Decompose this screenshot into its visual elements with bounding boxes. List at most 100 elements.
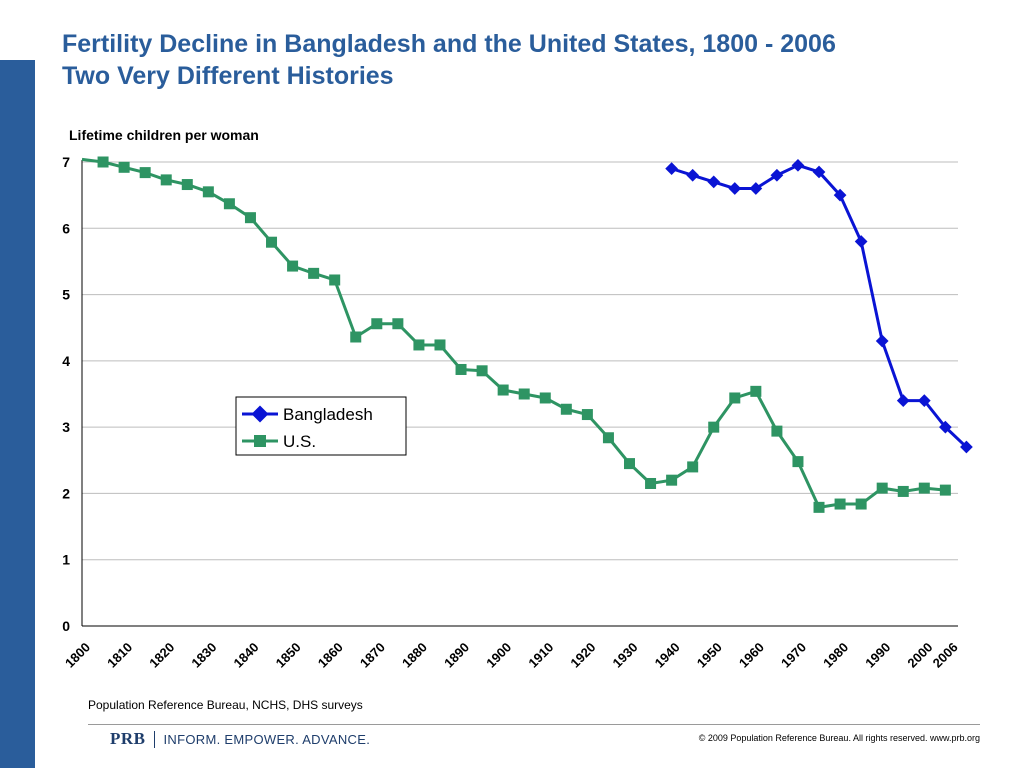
y-tick-label-5: 5 (62, 287, 70, 303)
point-u-s-1890 (455, 363, 467, 375)
x-tick-label-1900: 1900 (483, 640, 514, 671)
point-u-s-1895 (476, 365, 488, 377)
point-u-s-1860 (329, 274, 341, 286)
title-line-2: Two Very Different Histories (62, 62, 394, 90)
x-tick-label-1920: 1920 (567, 640, 598, 671)
x-tick-label-1870: 1870 (357, 640, 388, 671)
point-u-s-1885 (434, 339, 446, 351)
point-bangladesh-1985 (854, 235, 868, 248)
x-tick-label-2006: 2006 (930, 640, 961, 671)
x-tick-label-2000: 2000 (904, 640, 935, 671)
accent-side-bar (0, 60, 35, 768)
source-note: Population Reference Bureau, NCHS, DHS s… (88, 698, 363, 712)
point-u-s-1905 (518, 388, 530, 400)
point-u-s-1845 (266, 236, 278, 248)
chart-series (81, 156, 973, 513)
series-bangladesh (665, 158, 973, 454)
y-tick-label-2: 2 (62, 485, 70, 501)
y-tick-labels: 0 1 2 3 4 5 6 7 (62, 154, 70, 634)
point-u-s-1850 (287, 260, 299, 272)
x-tick-label-1820: 1820 (146, 640, 177, 671)
x-tick-label-1910: 1910 (525, 640, 556, 671)
legend-label-bangladesh: Bangladesh (283, 405, 373, 424)
point-u-s-1915 (560, 403, 572, 415)
point-bangladesh-1990 (875, 334, 889, 348)
legend-label-us: U.S. (283, 432, 316, 451)
point-u-s-1910 (539, 392, 551, 404)
x-tick-label-1950: 1950 (694, 640, 725, 671)
point-u-s-1980 (834, 498, 846, 510)
point-u-s-1975 (813, 501, 825, 513)
point-u-s-1900 (497, 384, 509, 396)
y-tick-label-7: 7 (62, 154, 70, 170)
x-tick-label-1960: 1960 (736, 640, 767, 671)
point-bangladesh-1940 (665, 162, 678, 175)
x-tick-label-1800: 1800 (62, 640, 93, 671)
point-u-s-2005 (939, 484, 951, 496)
point-u-s-1805 (97, 156, 109, 168)
point-u-s-1970 (792, 456, 804, 468)
y-tick-label-1: 1 (62, 552, 70, 568)
series-line-u-s (81, 157, 946, 509)
point-u-s-1945 (687, 461, 699, 473)
y-axis-label: Lifetime children per woman (69, 127, 259, 143)
point-u-s-1810 (118, 161, 130, 173)
x-tick-label-1850: 1850 (273, 640, 304, 671)
point-bangladesh-1950 (707, 175, 721, 189)
point-u-s-1880 (413, 339, 425, 351)
point-u-s-1990 (876, 482, 888, 494)
point-u-s-1985 (855, 498, 867, 510)
x-tick-label-1860: 1860 (315, 640, 346, 671)
point-bangladesh-1995 (896, 394, 910, 407)
x-tick-label-1980: 1980 (820, 640, 851, 671)
point-bangladesh-1945 (686, 168, 700, 182)
point-u-s-1815 (139, 167, 151, 179)
point-u-s-1965 (771, 425, 783, 437)
x-tick-label-1830: 1830 (188, 640, 219, 671)
prb-logo: PRB (110, 729, 146, 748)
y-tick-label-4: 4 (62, 353, 70, 369)
x-tick-label-1810: 1810 (104, 640, 135, 671)
point-u-s-1940 (666, 474, 678, 486)
brand-separator (153, 730, 155, 748)
point-u-s-1825 (181, 179, 193, 191)
legend-marker-us (254, 435, 266, 447)
point-u-s-1950 (708, 421, 720, 433)
point-u-s-1960 (750, 385, 762, 397)
brand-tagline: INFORM. EMPOWER. ADVANCE. (163, 731, 371, 747)
point-u-s-1930 (624, 458, 635, 470)
point-u-s-1830 (202, 186, 214, 198)
point-u-s-1865 (350, 331, 362, 343)
point-u-s-1935 (645, 477, 657, 489)
legend-marker-bangladesh (251, 405, 269, 423)
y-tick-label-0: 0 (62, 618, 70, 634)
x-tick-label-1970: 1970 (778, 640, 809, 671)
point-u-s-2000 (918, 482, 930, 494)
x-tick-label-1940: 1940 (652, 640, 683, 671)
x-tick-label-1930: 1930 (610, 640, 641, 671)
point-bangladesh-1970 (791, 158, 805, 172)
y-tick-label-6: 6 (62, 220, 70, 236)
point-u-s-1875 (392, 318, 404, 330)
title-line-1: Fertility Decline in Bangladesh and the … (62, 30, 836, 58)
prb-brand: PRB INFORM. EMPOWER. ADVANCE. (110, 729, 370, 749)
copyright-notice: © 2009 Population Reference Bureau. All … (698, 733, 980, 743)
point-u-s-1995 (897, 485, 909, 497)
slide-title: Fertility Decline in Bangladesh and the … (62, 28, 836, 92)
y-tick-label-3: 3 (62, 419, 70, 435)
point-u-s-1835 (223, 198, 235, 210)
point-u-s-1925 (602, 432, 614, 444)
x-tick-label-1880: 1880 (399, 640, 430, 671)
chart-grid (82, 161, 958, 561)
chart-axes (81, 160, 958, 627)
chart-legend: Bangladesh U.S. (235, 396, 407, 456)
x-tick-label-1840: 1840 (231, 640, 262, 671)
point-u-s-1870 (371, 318, 383, 330)
point-u-s-1955 (729, 392, 741, 404)
point-u-s-1820 (160, 174, 172, 186)
point-u-s-1855 (308, 267, 320, 279)
x-tick-label-1990: 1990 (862, 640, 893, 671)
x-tick-labels: 1800 1810 1820 1830 1840 1850 1860 1870 1880 1890… (62, 640, 961, 671)
series-u-s (81, 156, 951, 513)
